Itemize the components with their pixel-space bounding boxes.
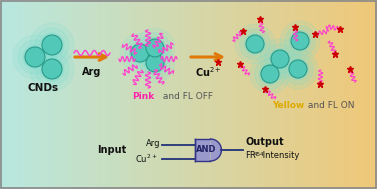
Circle shape <box>129 42 151 64</box>
Circle shape <box>269 48 291 70</box>
Circle shape <box>285 26 315 56</box>
Circle shape <box>40 33 64 57</box>
Circle shape <box>135 28 175 68</box>
Circle shape <box>25 47 45 67</box>
Circle shape <box>259 63 281 85</box>
Text: Intensity: Intensity <box>261 151 300 160</box>
Circle shape <box>42 35 62 55</box>
Circle shape <box>244 33 266 55</box>
Circle shape <box>291 32 309 50</box>
Text: Arg: Arg <box>146 139 160 147</box>
Text: and FL ON: and FL ON <box>305 101 354 110</box>
Circle shape <box>271 50 289 68</box>
FancyBboxPatch shape <box>195 139 210 161</box>
Circle shape <box>125 38 155 68</box>
Circle shape <box>35 28 69 62</box>
Circle shape <box>146 39 164 57</box>
Circle shape <box>250 54 290 94</box>
Circle shape <box>30 47 74 91</box>
Circle shape <box>30 23 74 67</box>
Wedge shape <box>210 139 221 161</box>
Text: FR: FR <box>245 151 256 160</box>
Circle shape <box>140 48 170 78</box>
Circle shape <box>131 44 149 62</box>
Text: Pink: Pink <box>132 92 154 101</box>
Circle shape <box>144 52 166 74</box>
Circle shape <box>289 60 307 78</box>
Text: Yellow: Yellow <box>272 101 304 110</box>
Circle shape <box>23 45 47 69</box>
Circle shape <box>13 35 57 79</box>
Circle shape <box>260 39 300 79</box>
Text: Arg: Arg <box>82 67 102 77</box>
Circle shape <box>135 43 175 83</box>
Text: Cu$^{2+}$: Cu$^{2+}$ <box>135 153 158 165</box>
Text: AND: AND <box>196 146 216 154</box>
Text: Cu$^{2+}$: Cu$^{2+}$ <box>195 65 221 79</box>
Circle shape <box>255 59 285 89</box>
Circle shape <box>240 29 270 59</box>
Circle shape <box>246 35 264 53</box>
Circle shape <box>40 57 64 81</box>
Text: Input: Input <box>97 145 127 155</box>
Circle shape <box>278 49 318 89</box>
Circle shape <box>235 24 275 64</box>
Circle shape <box>140 33 170 63</box>
Circle shape <box>120 33 160 73</box>
Circle shape <box>35 52 69 86</box>
Circle shape <box>265 44 295 74</box>
Circle shape <box>287 58 309 80</box>
Text: Output: Output <box>245 137 284 147</box>
Circle shape <box>289 30 311 52</box>
Circle shape <box>146 54 164 72</box>
Circle shape <box>18 40 52 74</box>
Text: CNDs: CNDs <box>28 83 58 93</box>
Text: and FL OFF: and FL OFF <box>160 92 213 101</box>
Circle shape <box>283 54 313 84</box>
Circle shape <box>261 65 279 83</box>
Circle shape <box>144 37 166 59</box>
Text: 454: 454 <box>253 153 264 157</box>
Circle shape <box>42 59 62 79</box>
Circle shape <box>280 21 320 61</box>
